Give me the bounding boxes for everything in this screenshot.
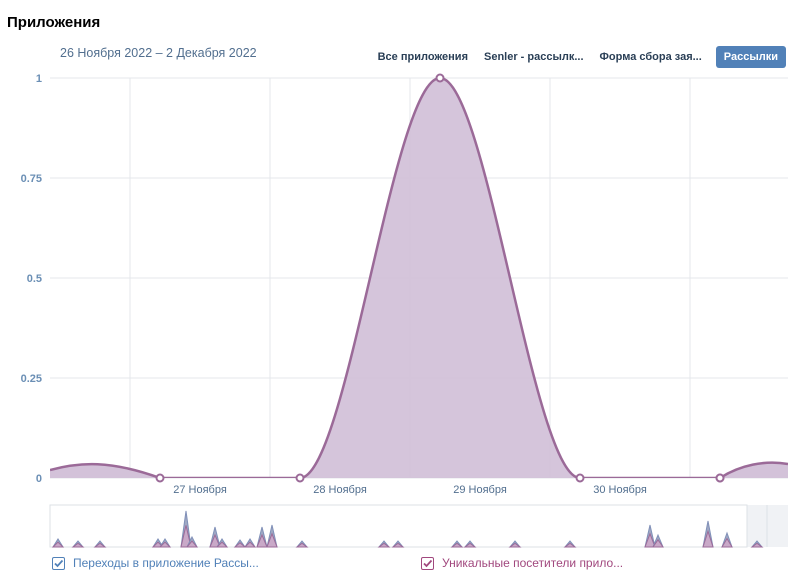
- x-axis-ticks: 27 Ноября 28 Ноября 29 Ноября 30 Ноября: [173, 484, 647, 496]
- navigator-spike-purple: [256, 533, 268, 548]
- navigator-spike-purple: [450, 542, 464, 548]
- navigator-spike-purple: [391, 542, 405, 548]
- checkbox-icon[interactable]: [52, 556, 65, 570]
- navigator-spike-purple: [721, 537, 733, 548]
- tab-mailings[interactable]: Рассылки: [715, 46, 786, 68]
- y-tick-label: 1: [36, 73, 42, 85]
- navigator-spike-purple: [215, 541, 229, 548]
- edge-line-right: [719, 461, 788, 478]
- legend-label-transitions: Переходы в приложение Рассы...: [73, 556, 259, 570]
- navigator-spike-purple: [185, 540, 199, 548]
- navigator-spike-purple: [295, 542, 309, 548]
- legend-label-unique-visitors: Уникальные посетители прило...: [442, 556, 624, 570]
- navigator-spike-purple: [93, 542, 107, 548]
- app-tabs: Все приложения Senler - рассылк... Форма…: [370, 46, 786, 68]
- date-range[interactable]: 26 Ноября 2022 – 2 Декабря 2022: [60, 46, 257, 60]
- legend-item-transitions[interactable]: Переходы в приложение Рассы...: [52, 556, 259, 570]
- navigator-spike-purple: [652, 538, 664, 548]
- navigator-spike-purple: [209, 533, 221, 548]
- y-tick-label: 0.75: [21, 173, 42, 185]
- navigator-spike-purple: [266, 532, 278, 548]
- tab-form[interactable]: Форма сбора зая...: [599, 51, 702, 63]
- tab-senler[interactable]: Senler - рассылк...: [483, 51, 584, 63]
- chart-points: [155, 73, 725, 483]
- data-point: [575, 473, 585, 483]
- navigator-spike-purple: [51, 541, 65, 548]
- navigator-window: [49, 504, 748, 548]
- x-tick-label: 28 Ноября: [313, 484, 367, 496]
- edge-area-right: [720, 462, 788, 478]
- navigator-spike-purple: [180, 525, 192, 548]
- navigator-spike-purple: [158, 541, 172, 548]
- x-tick-label: 30 Ноября: [593, 484, 647, 496]
- legend-item-unique-visitors[interactable]: Уникальные посетители прило...: [421, 556, 623, 570]
- navigator-spike-purple: [377, 542, 391, 548]
- navigator-spike-purple: [750, 542, 764, 548]
- navigator-spike-purple: [563, 542, 577, 548]
- series-area: [50, 78, 788, 478]
- navigator-spike-purple: [644, 532, 656, 548]
- y-axis-ticks: 0 0.25 0.5 0.75 1: [21, 73, 42, 485]
- x-tick-label: 29 Ноября: [453, 484, 507, 496]
- edge-area-left: [50, 464, 160, 478]
- navigator-spike-purple: [508, 542, 522, 548]
- page-title: Приложения: [7, 14, 101, 31]
- y-tick-label: 0.5: [27, 273, 42, 285]
- data-point: [155, 473, 165, 483]
- tab-all-apps[interactable]: Все приложения: [377, 51, 468, 63]
- data-point: [715, 473, 725, 483]
- navigator-spike-purple: [702, 529, 714, 548]
- y-tick-label: 0: [36, 473, 42, 485]
- navigator-spike-purple: [233, 542, 247, 548]
- data-point: [435, 73, 445, 83]
- navigator-spike-purple: [243, 541, 257, 548]
- y-tick-label: 0.25: [21, 373, 42, 385]
- edge-line-left: [50, 462, 161, 478]
- x-tick-label: 27 Ноября: [173, 484, 227, 496]
- navigator-spike-purple: [71, 542, 85, 548]
- data-point: [295, 473, 305, 483]
- navigator-spike-purple: [463, 542, 477, 548]
- range-navigator: [49, 504, 788, 548]
- checkbox-icon[interactable]: [421, 556, 434, 570]
